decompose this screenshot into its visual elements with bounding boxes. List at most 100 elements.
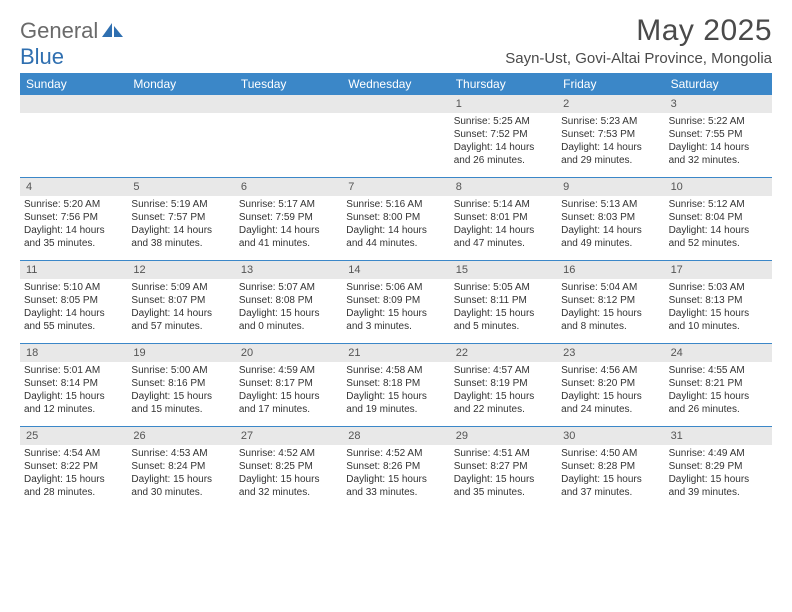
calendar-cell: 14Sunrise: 5:06 AMSunset: 8:09 PMDayligh… [342,261,449,343]
day-number: 14 [342,261,449,279]
day-number: 2 [557,95,664,113]
sunrise-line: Sunrise: 4:56 AM [561,364,660,377]
daylight-line: Daylight: 14 hours and 41 minutes. [239,224,338,250]
daylight-line: Daylight: 15 hours and 32 minutes. [239,473,338,499]
sunrise-line: Sunrise: 4:54 AM [24,447,123,460]
day-number: 15 [450,261,557,279]
daylight-line: Daylight: 15 hours and 10 minutes. [669,307,768,333]
calendar-cell: 7Sunrise: 5:16 AMSunset: 8:00 PMDaylight… [342,178,449,260]
daylight-line: Daylight: 15 hours and 12 minutes. [24,390,123,416]
calendar-cell [342,95,449,177]
logo-text-general: General [20,18,98,44]
sunrise-line: Sunrise: 5:22 AM [669,115,768,128]
sunset-line: Sunset: 8:22 PM [24,460,123,473]
day-number: 9 [557,178,664,196]
sunset-line: Sunset: 8:16 PM [131,377,230,390]
calendar-cell: 6Sunrise: 5:17 AMSunset: 7:59 PMDaylight… [235,178,342,260]
daylight-line: Daylight: 15 hours and 22 minutes. [454,390,553,416]
daylight-line: Daylight: 14 hours and 57 minutes. [131,307,230,333]
sunrise-line: Sunrise: 5:01 AM [24,364,123,377]
logo-text-blue: Blue [20,44,64,70]
sunset-line: Sunset: 8:13 PM [669,294,768,307]
sunrise-line: Sunrise: 5:13 AM [561,198,660,211]
day-number: 17 [665,261,772,279]
calendar-cell: 21Sunrise: 4:58 AMSunset: 8:18 PMDayligh… [342,344,449,426]
sunset-line: Sunset: 8:20 PM [561,377,660,390]
daylight-line: Daylight: 15 hours and 35 minutes. [454,473,553,499]
sunset-line: Sunset: 8:07 PM [131,294,230,307]
day-number: 20 [235,344,342,362]
daylight-line: Daylight: 14 hours and 47 minutes. [454,224,553,250]
calendar-cell: 24Sunrise: 4:55 AMSunset: 8:21 PMDayligh… [665,344,772,426]
calendar-cell: 29Sunrise: 4:51 AMSunset: 8:27 PMDayligh… [450,427,557,509]
calendar-week: 25Sunrise: 4:54 AMSunset: 8:22 PMDayligh… [20,426,772,509]
day-header-cell: Thursday [450,73,557,95]
sunrise-line: Sunrise: 4:50 AM [561,447,660,460]
day-number: 24 [665,344,772,362]
calendar-week: 4Sunrise: 5:20 AMSunset: 7:56 PMDaylight… [20,177,772,260]
sunrise-line: Sunrise: 5:16 AM [346,198,445,211]
daylight-line: Daylight: 15 hours and 5 minutes. [454,307,553,333]
sunrise-line: Sunrise: 5:20 AM [24,198,123,211]
sunset-line: Sunset: 7:56 PM [24,211,123,224]
sunrise-line: Sunrise: 5:04 AM [561,281,660,294]
calendar-cell: 18Sunrise: 5:01 AMSunset: 8:14 PMDayligh… [20,344,127,426]
day-number: 31 [665,427,772,445]
calendar-cell: 9Sunrise: 5:13 AMSunset: 8:03 PMDaylight… [557,178,664,260]
daylight-line: Daylight: 14 hours and 26 minutes. [454,141,553,167]
day-header-cell: Friday [557,73,664,95]
sunset-line: Sunset: 8:12 PM [561,294,660,307]
sunset-line: Sunset: 8:18 PM [346,377,445,390]
sunrise-line: Sunrise: 4:57 AM [454,364,553,377]
sunrise-line: Sunrise: 4:52 AM [239,447,338,460]
calendar-cell: 31Sunrise: 4:49 AMSunset: 8:29 PMDayligh… [665,427,772,509]
calendar-cell: 23Sunrise: 4:56 AMSunset: 8:20 PMDayligh… [557,344,664,426]
sunrise-line: Sunrise: 5:17 AM [239,198,338,211]
sunrise-line: Sunrise: 5:23 AM [561,115,660,128]
sunset-line: Sunset: 8:26 PM [346,460,445,473]
calendar-cell: 17Sunrise: 5:03 AMSunset: 8:13 PMDayligh… [665,261,772,343]
daylight-line: Daylight: 15 hours and 30 minutes. [131,473,230,499]
calendar-cell: 16Sunrise: 5:04 AMSunset: 8:12 PMDayligh… [557,261,664,343]
sunset-line: Sunset: 8:21 PM [669,377,768,390]
day-header-cell: Monday [127,73,234,95]
day-number: 23 [557,344,664,362]
sunrise-line: Sunrise: 5:14 AM [454,198,553,211]
day-number: 16 [557,261,664,279]
day-number: 29 [450,427,557,445]
sunrise-line: Sunrise: 5:07 AM [239,281,338,294]
sunrise-line: Sunrise: 4:55 AM [669,364,768,377]
daylight-line: Daylight: 14 hours and 52 minutes. [669,224,768,250]
day-number: 28 [342,427,449,445]
page-title: May 2025 [505,14,772,48]
calendar: SundayMondayTuesdayWednesdayThursdayFrid… [20,73,772,509]
calendar-cell: 15Sunrise: 5:05 AMSunset: 8:11 PMDayligh… [450,261,557,343]
sunset-line: Sunset: 8:17 PM [239,377,338,390]
day-number [20,95,127,113]
day-number: 1 [450,95,557,113]
sunrise-line: Sunrise: 5:10 AM [24,281,123,294]
day-number: 5 [127,178,234,196]
calendar-cell: 10Sunrise: 5:12 AMSunset: 8:04 PMDayligh… [665,178,772,260]
day-number: 22 [450,344,557,362]
day-number [342,95,449,113]
day-number [235,95,342,113]
sunset-line: Sunset: 8:03 PM [561,211,660,224]
day-number: 13 [235,261,342,279]
day-header-cell: Wednesday [342,73,449,95]
calendar-cell: 27Sunrise: 4:52 AMSunset: 8:25 PMDayligh… [235,427,342,509]
calendar-cell: 13Sunrise: 5:07 AMSunset: 8:08 PMDayligh… [235,261,342,343]
calendar-cell: 20Sunrise: 4:59 AMSunset: 8:17 PMDayligh… [235,344,342,426]
sunset-line: Sunset: 8:29 PM [669,460,768,473]
calendar-week: 1Sunrise: 5:25 AMSunset: 7:52 PMDaylight… [20,95,772,177]
sunset-line: Sunset: 7:57 PM [131,211,230,224]
sunset-line: Sunset: 8:00 PM [346,211,445,224]
sunrise-line: Sunrise: 5:09 AM [131,281,230,294]
sunrise-line: Sunrise: 5:05 AM [454,281,553,294]
sunrise-line: Sunrise: 4:52 AM [346,447,445,460]
day-number: 7 [342,178,449,196]
sunset-line: Sunset: 8:27 PM [454,460,553,473]
calendar-cell: 12Sunrise: 5:09 AMSunset: 8:07 PMDayligh… [127,261,234,343]
daylight-line: Daylight: 15 hours and 37 minutes. [561,473,660,499]
sunrise-line: Sunrise: 5:19 AM [131,198,230,211]
